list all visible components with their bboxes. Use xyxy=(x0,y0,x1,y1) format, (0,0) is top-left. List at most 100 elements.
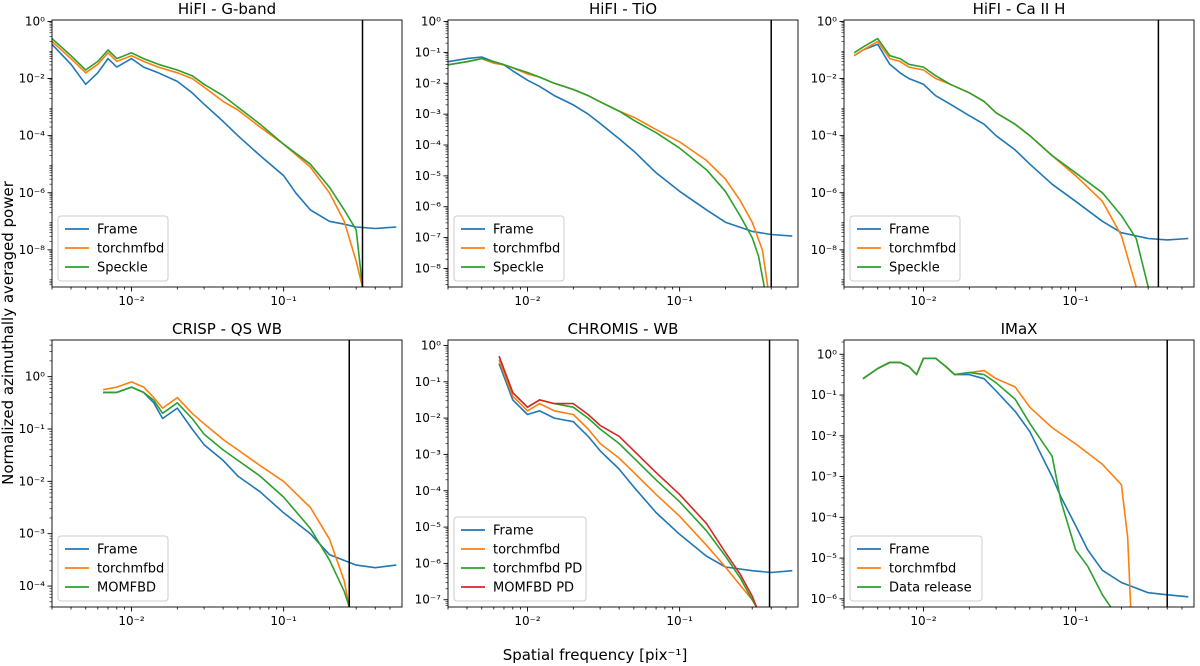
x-tick-label: 10⁻² xyxy=(118,294,145,308)
x-tick-label: 10⁻² xyxy=(118,614,145,628)
panel-title: HiFI - Ca II H xyxy=(973,0,1066,18)
y-tick-label: 10⁻⁷ xyxy=(415,593,442,607)
y-axis-label: Normalized azimuthally averaged power xyxy=(0,180,17,485)
y-tick-label: 10⁻⁴ xyxy=(811,129,838,143)
series-group xyxy=(102,381,397,607)
y-tick-label: 10⁻⁶ xyxy=(19,186,46,200)
y-tick-label: 10⁻⁸ xyxy=(415,261,442,275)
legend-label: torchmfbd xyxy=(493,543,560,558)
legend-box xyxy=(453,215,565,282)
y-tick-label: 10⁻⁸ xyxy=(19,243,46,257)
y-tick-label: 10⁻⁴ xyxy=(415,484,442,498)
y-tick-label: 10⁻² xyxy=(19,72,46,86)
legend-label: torchmfbd xyxy=(889,562,956,577)
y-tick-label: 10⁰ xyxy=(25,370,45,384)
legend-label: Frame xyxy=(889,543,930,558)
y-tick-label: 10⁻¹ xyxy=(19,422,46,436)
legend-label: Frame xyxy=(493,223,534,238)
legend-label: Data release xyxy=(889,581,972,596)
y-tick-label: 10⁰ xyxy=(421,338,441,352)
legend-label: torchmfbd xyxy=(889,242,956,257)
panel-1: HiFI - G-band 10⁻² 10⁻¹ 10⁰ 10⁻² 10⁻⁴ 10⁻⁶ 10⁻⁸… xyxy=(19,0,403,308)
panel-title: IMaX xyxy=(1001,320,1038,338)
series-line-torchmfbd xyxy=(102,381,351,607)
legend-label: Speckle xyxy=(97,261,148,276)
series-group xyxy=(448,56,793,287)
legend-label: Frame xyxy=(889,223,930,238)
y-tick-label: 10⁻⁴ xyxy=(415,138,442,152)
series-line-speckle xyxy=(52,38,364,287)
y-tick-label: 10⁻² xyxy=(811,429,838,443)
series-line-momfbd-pd xyxy=(498,356,758,607)
x-tick-label: 10⁻¹ xyxy=(1062,614,1089,628)
y-tick-label: 10⁻⁴ xyxy=(19,579,46,593)
y-tick-label: 10⁰ xyxy=(25,14,45,28)
legend-box xyxy=(453,516,587,602)
y-tick-label: 10⁻³ xyxy=(19,527,46,541)
y-tick-label: 10⁰ xyxy=(421,15,441,29)
y-tick-label: 10⁻⁵ xyxy=(415,169,442,183)
legend-box xyxy=(57,535,169,602)
panel-4: CRISP - QS WB 10⁻² 10⁻¹ 10⁰ 10⁻¹ 10⁻² 10⁻³ 10⁻⁴… xyxy=(19,320,403,628)
x-tick-label: 10⁻² xyxy=(514,294,541,308)
legend-label: torchmfbd PD xyxy=(493,562,582,577)
legend-label: torchmfbd xyxy=(97,242,164,257)
series-line-frame xyxy=(853,43,1189,241)
series-line-frame xyxy=(52,43,397,230)
y-tick-label: 10⁻⁶ xyxy=(415,200,442,214)
y-tick-label: 10⁻⁶ xyxy=(415,556,442,570)
legend-box xyxy=(849,535,983,602)
y-tick-label: 10⁰ xyxy=(817,347,837,361)
x-tick-label: 10⁻¹ xyxy=(1062,294,1089,308)
plot-frame xyxy=(447,19,799,288)
y-tick-label: 10⁻¹ xyxy=(415,375,442,389)
plot-frame xyxy=(51,19,403,288)
x-tick-label: 10⁻² xyxy=(910,614,937,628)
legend: Frame torchmfbd Speckle xyxy=(849,215,961,282)
y-tick-label: 10⁻⁴ xyxy=(811,510,838,524)
plot-frame xyxy=(843,19,1195,288)
panel-5: CHROMIS - WB 10⁻² 10⁻¹ 10⁰ 10⁻¹ 10⁻² 10⁻³ 10⁻⁴ 1… xyxy=(415,320,799,628)
x-tick-label: 10⁻¹ xyxy=(666,614,693,628)
x-tick-label: 10⁻¹ xyxy=(270,294,297,308)
panel-6: IMaX 10⁻² 10⁻¹ 10⁰ 10⁻¹ 10⁻² 10⁻³ 10⁻⁴ 10⁻⁵ 10⁻⁶ F… xyxy=(811,320,1195,628)
y-tick-label: 10⁻³ xyxy=(415,447,442,461)
y-tick-label: 10⁻⁶ xyxy=(811,592,838,606)
panel-2: HiFI - TiO 10⁻² 10⁻¹ 10⁰ 10⁻¹ 10⁻² 10⁻³ 10⁻⁴ 10⁻… xyxy=(415,0,799,308)
series-group xyxy=(853,37,1189,287)
y-tick-label: 10⁻⁵ xyxy=(415,520,442,534)
legend: Frame torchmfbd Data release xyxy=(849,535,983,602)
legend: Frame torchmfbd MOMFBD xyxy=(57,535,169,602)
legend-label: Frame xyxy=(97,223,138,238)
legend-label: torchmfbd xyxy=(97,562,164,577)
y-tick-label: 10⁻⁴ xyxy=(19,129,46,143)
y-tick-label: 10⁰ xyxy=(817,14,837,28)
legend: Frame torchmfbd Speckle xyxy=(453,215,565,282)
x-tick-label: 10⁻² xyxy=(910,294,937,308)
legend-label: Speckle xyxy=(889,261,940,276)
x-tick-label: 10⁻¹ xyxy=(666,294,693,308)
panels: HiFI - G-band 10⁻² 10⁻¹ 10⁰ 10⁻² 10⁻⁴ 10⁻⁶ 10⁻⁸… xyxy=(19,0,1195,628)
x-axis-label: Spatial frequency [pix⁻¹] xyxy=(503,646,688,664)
panel-title: HiFI - TiO xyxy=(589,0,657,18)
series-line-torchmfbd xyxy=(52,40,364,287)
y-tick-label: 10⁻² xyxy=(415,76,442,90)
panel-title: CHROMIS - WB xyxy=(568,320,679,338)
legend-box xyxy=(849,215,961,282)
y-tick-label: 10⁻¹ xyxy=(415,45,442,59)
y-tick-label: 10⁻² xyxy=(19,474,46,488)
y-tick-label: 10⁻⁷ xyxy=(415,231,442,245)
series-group xyxy=(862,357,1189,607)
plot-frame xyxy=(843,339,1195,608)
series-line-momfbd xyxy=(103,386,351,607)
legend-label: Speckle xyxy=(493,261,544,276)
y-tick-label: 10⁻⁶ xyxy=(811,186,838,200)
plot-frame xyxy=(447,339,799,608)
panel-3: HiFI - Ca II H 10⁻² 10⁻¹ 10⁰ 10⁻² 10⁻⁴ 10⁻⁶ 10⁻… xyxy=(811,0,1195,308)
x-tick-label: 10⁻² xyxy=(514,614,541,628)
legend-box xyxy=(57,215,169,282)
series-group xyxy=(498,356,793,607)
y-tick-label: 10⁻² xyxy=(811,72,838,86)
series-line-speckle xyxy=(853,37,1149,287)
